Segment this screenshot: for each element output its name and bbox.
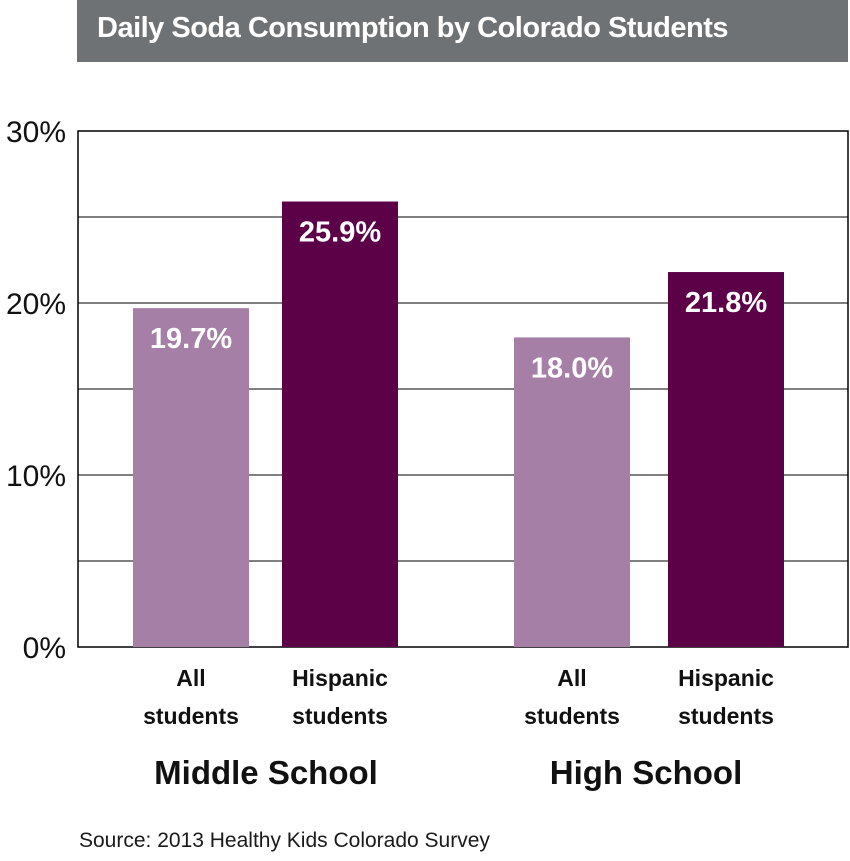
group-label: High School [550, 754, 743, 791]
y-tick-label: 10% [6, 460, 66, 493]
data-label: 19.7% [150, 323, 232, 355]
data-label: 25.9% [299, 217, 381, 249]
y-tick-label: 20% [6, 288, 66, 321]
y-tick-label: 30% [6, 116, 66, 149]
bar-chart: 0% 10% 20% 30% 19.7% All students 25.9% Hispanic… [6, 116, 849, 791]
y-tick-label: 0% [23, 632, 66, 665]
category-label: Hispanic students [292, 665, 388, 729]
bar [133, 308, 249, 647]
data-label: 21.8% [685, 287, 767, 319]
bar [668, 272, 784, 647]
plot-frame [77, 130, 849, 648]
category-label: All students [524, 665, 620, 729]
group-label: Middle School [154, 754, 378, 791]
chart-title: Daily Soda Consumption by Colorado Stude… [97, 12, 729, 44]
source-note: Source: 2013 Healthy Kids Colorado Surve… [79, 829, 490, 852]
bar [514, 337, 630, 647]
bar [282, 201, 398, 647]
category-label: Hispanic students [678, 665, 774, 729]
chart-title-bar: Daily Soda Consumption by Colorado Stude… [77, 0, 848, 62]
category-label: All students [143, 665, 239, 729]
data-label: 18.0% [531, 352, 613, 384]
